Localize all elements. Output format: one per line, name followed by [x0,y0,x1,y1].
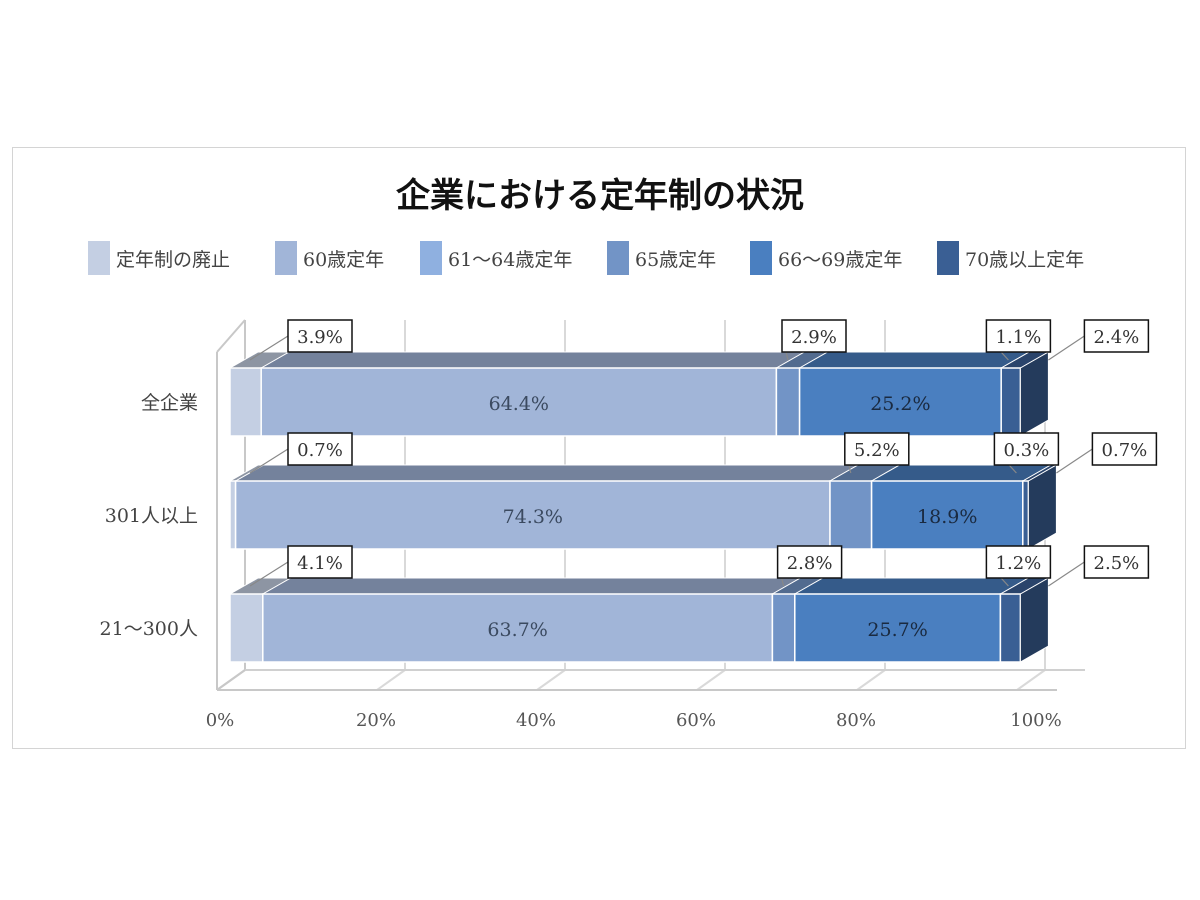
floor-gridline [376,669,406,691]
callout-box [1083,545,1150,579]
bar-segment-top [797,351,1032,369]
callout-box [1091,432,1158,466]
legend-swatch [420,241,442,275]
callout-leader [249,335,289,361]
callout-box [844,432,910,466]
data-label: 3.9% [297,327,343,348]
callout-leader [1056,448,1093,474]
bar-segment-top [792,577,1031,595]
legend-label: 66～69歳定年 [778,248,903,271]
floor-gridline [696,669,726,691]
bar-segment [775,367,801,437]
floor-gridline [536,669,566,691]
data-label: 2.5% [1094,553,1140,574]
callout-leader [249,448,289,474]
legend-swatch [275,241,297,275]
bar-segment [229,593,264,663]
data-label: 0.7% [1102,440,1148,461]
bar-segment [829,480,873,550]
bar-segment-top [233,464,860,482]
data-label: 1.1% [996,327,1042,348]
data-label: 63.7% [487,619,547,641]
callout-box [985,319,1052,353]
data-label: 2.9% [791,327,837,348]
legend-label: 65歳定年 [635,248,717,271]
legend-swatch [88,241,110,275]
bar-side [1019,577,1049,663]
legend-item: 61～64歳定年 [420,240,572,276]
legend-label: 61～64歳定年 [448,248,573,271]
data-label: 25.7% [867,619,927,641]
bar-segment [1000,367,1022,437]
legend-item: 70歳以上定年 [937,240,1084,276]
legend-swatch [750,241,772,275]
category-label: 21～300人 [100,618,198,640]
data-label: 5.2% [854,440,900,461]
data-label: 64.4% [489,393,549,415]
x-tick-label: 60% [676,710,716,731]
callout-box [993,432,1060,466]
legend-label: 60歳定年 [303,248,385,271]
data-label: 1.2% [996,553,1042,574]
bar-segment-top [260,577,803,595]
legend-swatch [937,241,959,275]
callout-box [287,545,353,579]
bar-segment [229,480,237,550]
data-label: 2.4% [1094,327,1140,348]
data-label: 0.7% [297,440,343,461]
axis-depth-edge [216,669,246,691]
bar-segment [999,593,1022,663]
callout-leader [1048,335,1085,361]
callout-box [287,319,353,353]
legend: 定年制の廃止 60歳定年 61～64歳定年 65歳定年 66～69歳定年 70歳以上定年 [0,240,1200,276]
callout-box [287,432,353,466]
bar-side [1019,351,1049,437]
callout-box [781,319,847,353]
floor-gridline [1016,669,1046,691]
axis-depth-edge [216,319,246,353]
legend-item: 65歳定年 [607,240,716,276]
data-label: 18.9% [917,506,977,528]
callout-box [776,545,843,579]
bar-segment [229,367,262,437]
bar-segment [798,367,1002,437]
legend-label: 定年制の廃止 [116,248,231,271]
data-label: 74.3% [503,506,563,528]
callout-leader [249,561,289,587]
data-label: 4.1% [297,553,343,574]
bar-segment [260,367,778,437]
x-tick-label: 20% [356,710,396,731]
bar-segment [234,480,831,550]
legend-swatch [607,241,629,275]
x-tick-label: 40% [516,710,556,731]
floor-gridline [856,669,886,691]
data-label: 2.8% [787,553,833,574]
data-label: 0.3% [1004,440,1050,461]
chart-title: 企業における定年制の状況 [396,176,804,216]
x-tick-label: 80% [836,710,876,731]
category-label: 301人以上 [105,505,198,527]
x-tick-label: 100% [1010,710,1061,731]
category-label: 全企業 [141,392,198,414]
bar-segment [1022,480,1030,550]
bar-segment [870,480,1024,550]
data-label: 25.2% [870,393,930,415]
bar-segment-top [869,464,1053,482]
bar-segment-top [259,351,807,369]
legend-item: 60歳定年 [275,240,384,276]
legend-label: 70歳以上定年 [965,248,1085,271]
legend-item: 定年制の廃止 [88,240,230,276]
bar-side [1027,464,1057,550]
bar-segment [771,593,796,663]
callout-box [985,545,1052,579]
legend-item: 66～69歳定年 [750,240,902,276]
callout-leader [1048,561,1085,587]
x-tick-label: 0% [206,710,235,731]
callout-box [1083,319,1150,353]
bar-segment [794,593,1002,663]
